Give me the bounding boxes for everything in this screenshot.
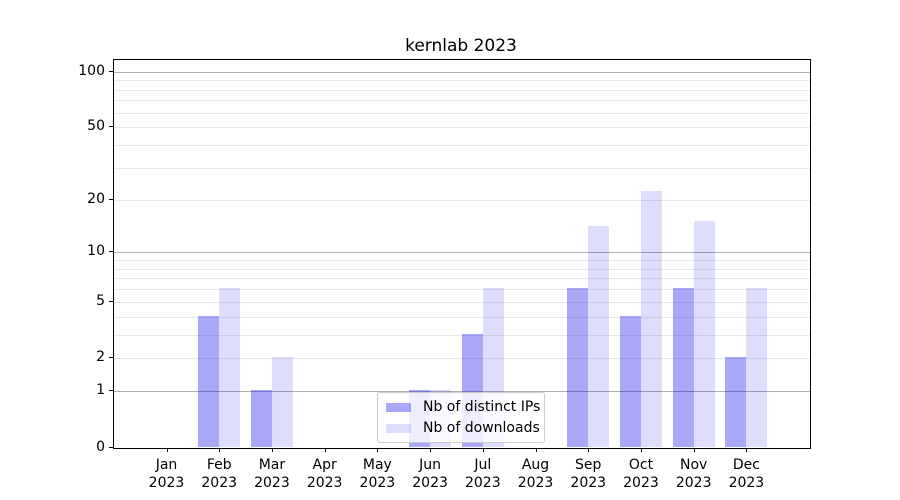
x-tick-label: Feb 2023 xyxy=(201,457,238,491)
x-tick-label: Dec 2023 xyxy=(728,457,765,491)
y-tick-label: 100 xyxy=(78,62,105,79)
x-tick-label: Jul 2023 xyxy=(464,457,501,491)
y-tick-label: 5 xyxy=(96,292,105,309)
y-tick-label: 10 xyxy=(87,243,105,260)
legend-swatch-distinct-ips-icon xyxy=(386,402,411,412)
x-tick xyxy=(166,448,168,452)
y-tick-label: 0 xyxy=(96,439,105,455)
x-tick-label: May 2023 xyxy=(359,457,396,491)
x-tick xyxy=(271,448,273,452)
gridline-minor xyxy=(114,278,810,280)
x-tick xyxy=(324,448,326,452)
gridline-minor xyxy=(114,127,810,129)
gridline-minor xyxy=(114,89,810,91)
bar-downloads-oct xyxy=(640,191,662,447)
gridline-minor xyxy=(114,316,810,318)
gridline-minor xyxy=(114,289,810,291)
x-tick-label: Mar 2023 xyxy=(254,457,290,491)
gridline-minor xyxy=(114,100,810,102)
bar-distinct-ips-mar xyxy=(250,390,272,447)
x-tick xyxy=(377,448,379,452)
y-tick-label: 50 xyxy=(87,118,105,135)
bar-downloads-feb xyxy=(219,288,241,447)
bar-downloads-nov xyxy=(693,220,715,447)
gridline-minor xyxy=(114,358,810,360)
bar-distinct-ips-oct xyxy=(619,315,641,447)
gridline-major xyxy=(114,71,810,73)
x-tick-label: Sep 2023 xyxy=(570,457,607,491)
x-tick xyxy=(535,448,537,452)
y-tick xyxy=(109,198,113,200)
bar-distinct-ips-nov xyxy=(672,288,694,447)
y-tick xyxy=(109,126,113,128)
y-tick xyxy=(109,357,113,359)
x-tick-label: Aug 2023 xyxy=(517,457,554,491)
gridline-minor xyxy=(114,199,810,201)
y-tick-label: 2 xyxy=(96,349,105,366)
gridline-minor xyxy=(114,260,810,262)
y-tick xyxy=(109,251,113,253)
y-tick-label: 20 xyxy=(87,190,105,207)
x-tick-label: Oct 2023 xyxy=(623,457,659,491)
gridline-minor xyxy=(114,167,810,169)
chart-title: kernlab 2023 xyxy=(405,36,517,56)
bar-downloads-dec xyxy=(746,288,768,447)
gridline-major xyxy=(114,391,810,393)
legend-swatch-downloads-icon xyxy=(386,423,411,433)
legend: Nb of distinct IPs Nb of downloads xyxy=(377,392,545,443)
bar-distinct-ips-feb xyxy=(198,315,220,447)
x-tick xyxy=(693,448,695,452)
y-tick-label: 1 xyxy=(96,382,105,399)
x-tick-label: Jan 2023 xyxy=(148,457,185,491)
legend-entry-distinct-ips: Nb of distinct IPs xyxy=(386,398,540,416)
y-tick xyxy=(109,70,113,72)
legend-label-downloads: Nb of downloads xyxy=(423,420,540,436)
bar-distinct-ips-sep xyxy=(567,288,589,447)
x-tick xyxy=(430,448,432,452)
y-tick xyxy=(109,390,113,392)
gridline-minor xyxy=(114,145,810,147)
y-tick xyxy=(109,300,113,302)
x-tick xyxy=(588,448,590,452)
gridline-minor xyxy=(114,334,810,336)
bar-downloads-sep xyxy=(588,226,610,447)
x-tick-label: Apr 2023 xyxy=(306,457,343,491)
y-tick xyxy=(109,447,113,448)
x-tick xyxy=(219,448,221,452)
gridline-minor xyxy=(114,268,810,270)
gridline-major xyxy=(114,252,810,254)
bar-distinct-ips-dec xyxy=(725,357,747,447)
x-tick xyxy=(746,448,748,452)
x-tick-label: Jun 2023 xyxy=(412,457,448,491)
bar-downloads-mar xyxy=(271,357,293,447)
gridline-minor xyxy=(114,301,810,303)
plot-area xyxy=(113,59,811,449)
gridline-minor xyxy=(114,80,810,82)
legend-entry-downloads: Nb of downloads xyxy=(386,419,540,437)
x-tick xyxy=(482,448,484,452)
legend-label-distinct-ips: Nb of distinct IPs xyxy=(423,399,541,415)
x-tick-label: Nov 2023 xyxy=(675,457,712,491)
gridline-minor xyxy=(114,112,810,114)
x-tick xyxy=(640,448,642,452)
